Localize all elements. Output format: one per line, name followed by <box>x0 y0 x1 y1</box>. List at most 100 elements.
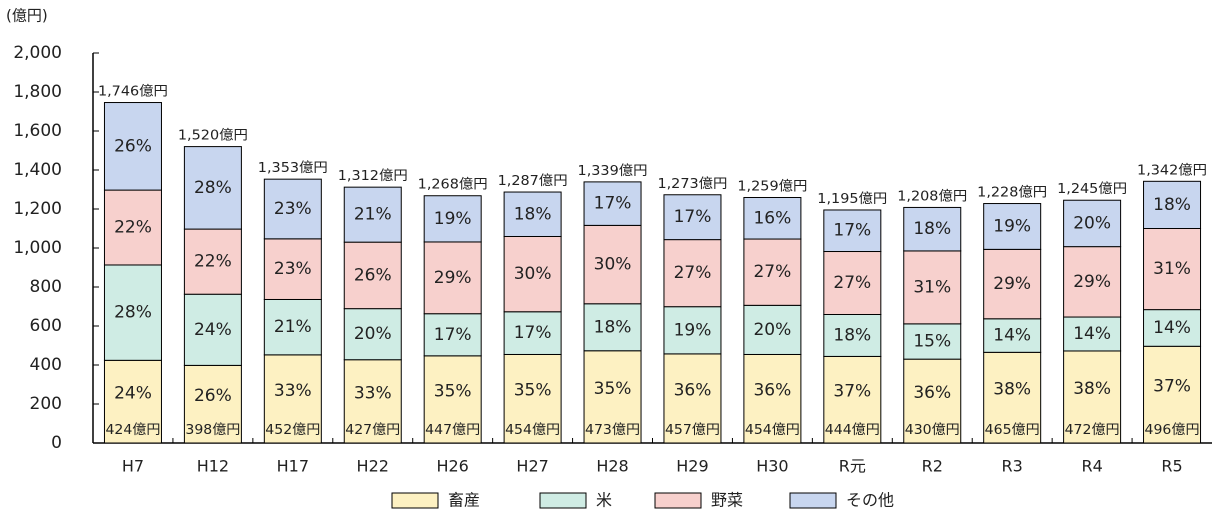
bar-segment <box>823 251 882 315</box>
share-label: 19% <box>993 216 1031 236</box>
share-label: 18% <box>514 204 552 224</box>
share-label: 36% <box>674 380 712 400</box>
bar-segment <box>903 250 962 325</box>
value-label: 452億円 <box>265 422 320 438</box>
bar-segment <box>983 318 1042 353</box>
value-label: 472億円 <box>1065 422 1120 438</box>
value-label: 454億円 <box>745 422 800 438</box>
x-tick-label: H22 <box>357 457 389 476</box>
bar-segment <box>503 235 562 313</box>
bar-segment <box>1143 345 1202 444</box>
legend-label: 野菜 <box>711 491 743 510</box>
total-label: 1,520億円 <box>178 128 248 144</box>
share-label: 16% <box>753 208 791 228</box>
total-label: 1,273億円 <box>657 176 727 192</box>
x-tick-label: H27 <box>516 457 548 476</box>
y-tick-label: 1,800 <box>13 82 62 102</box>
value-label: 430億円 <box>905 422 960 438</box>
bar-segment <box>1143 309 1202 347</box>
bar-segment <box>743 238 802 306</box>
x-tick-label: R2 <box>922 457 943 476</box>
value-label: 473億円 <box>585 422 640 438</box>
total-label: 1,268億円 <box>418 177 488 193</box>
total-label: 1,195億円 <box>817 191 887 207</box>
x-tick-label: H17 <box>277 457 309 476</box>
share-label: 37% <box>833 382 871 402</box>
share-label: 27% <box>833 273 871 293</box>
bar-segment <box>503 353 562 444</box>
x-tick-label: H7 <box>122 457 144 476</box>
bar-segment <box>903 358 962 444</box>
bar-segment <box>423 241 482 315</box>
share-label: 28% <box>194 178 232 198</box>
share-label: 26% <box>114 136 152 156</box>
share-label: 26% <box>194 386 232 406</box>
bar-segment <box>583 303 642 352</box>
share-label: 26% <box>354 265 392 285</box>
bar-segment <box>1143 180 1202 229</box>
y-tick-label: 2,000 <box>13 43 62 63</box>
share-label: 23% <box>274 199 312 219</box>
x-tick-label: H12 <box>197 457 229 476</box>
share-label: 23% <box>274 259 312 279</box>
share-label: 35% <box>514 381 552 401</box>
bar-segment <box>183 228 242 295</box>
bar-segment <box>1063 350 1122 444</box>
bar-segment <box>103 264 162 361</box>
bar-segment <box>503 191 562 237</box>
y-axis-label: (億円) <box>6 7 48 25</box>
total-label: 1,353億円 <box>258 160 328 176</box>
legend-swatch <box>391 492 439 509</box>
value-label: 444億円 <box>825 422 880 438</box>
x-tick-label: R5 <box>1161 457 1182 476</box>
legend-label: 米 <box>596 491 612 510</box>
share-label: 29% <box>993 274 1031 294</box>
share-label: 17% <box>833 221 871 241</box>
share-label: 36% <box>913 383 951 403</box>
x-tick-label: R元 <box>839 457 866 476</box>
total-label: 1,746億円 <box>98 84 168 100</box>
bar-segment <box>263 178 322 240</box>
share-label: 14% <box>1073 324 1111 344</box>
y-tick-label: 600 <box>30 316 62 336</box>
x-tick-label: R4 <box>1081 457 1102 476</box>
share-label: 33% <box>354 383 392 403</box>
bar-segment <box>663 306 722 355</box>
bar-segment <box>343 241 402 310</box>
share-label: 33% <box>274 381 312 401</box>
bar-segment <box>423 313 482 357</box>
share-label: 17% <box>674 207 712 227</box>
x-tick-label: R3 <box>1002 457 1023 476</box>
total-label: 1,312億円 <box>338 168 408 184</box>
bar-segment <box>503 311 562 355</box>
bar-segment <box>1063 246 1122 318</box>
share-label: 29% <box>434 268 472 288</box>
share-label: 18% <box>833 325 871 345</box>
share-label: 19% <box>674 320 712 340</box>
share-label: 20% <box>753 320 791 340</box>
total-label: 1,245億円 <box>1057 181 1127 197</box>
bar-segment <box>183 146 242 230</box>
share-label: 38% <box>993 380 1031 400</box>
share-label: 22% <box>194 252 232 272</box>
y-tick-label: 1,400 <box>13 160 62 180</box>
share-label: 21% <box>354 205 392 225</box>
bar-segment <box>263 238 322 300</box>
bar-segment <box>823 209 882 253</box>
share-label: 18% <box>913 219 951 239</box>
y-tick-label: 200 <box>30 394 62 414</box>
value-label: 465億円 <box>985 422 1040 438</box>
bar-segment <box>103 359 162 444</box>
share-label: 18% <box>594 317 632 337</box>
share-label: 19% <box>434 209 472 229</box>
y-tick-label: 800 <box>30 277 62 297</box>
value-label: 457億円 <box>665 422 720 438</box>
share-label: 22% <box>114 218 152 238</box>
bar-segment <box>343 186 402 243</box>
bar-segment <box>903 323 962 360</box>
legend-label: 畜産 <box>448 491 480 510</box>
share-label: 20% <box>1073 213 1111 233</box>
value-label: 398億円 <box>185 422 240 438</box>
share-label: 31% <box>1153 259 1191 279</box>
value-label: 447億円 <box>425 422 480 438</box>
